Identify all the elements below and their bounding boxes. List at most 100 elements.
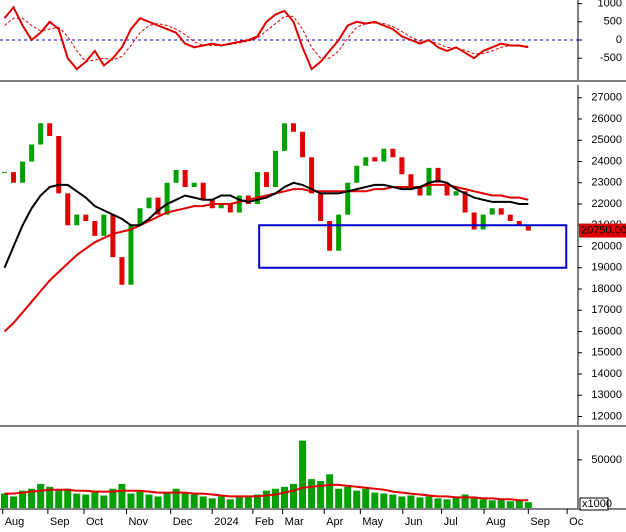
y-tick-label: 0 (616, 34, 622, 46)
x-tick-label: Dec (173, 516, 193, 528)
volume-bar (73, 493, 81, 508)
x-tick-label: Oc (569, 516, 584, 528)
volume-bar (398, 496, 406, 508)
x-tick-label: Sep (530, 516, 550, 528)
volume-bar (299, 440, 307, 508)
volume-bar (515, 500, 523, 508)
candle (516, 221, 522, 226)
candle (83, 214, 89, 221)
x-tick-label: 2024 (214, 516, 238, 528)
candle (254, 172, 260, 204)
volume-bar (55, 490, 63, 508)
candle (110, 214, 116, 258)
candle (20, 161, 26, 183)
volume-bar (37, 483, 45, 508)
volume-bar (479, 499, 487, 508)
candle (137, 208, 143, 226)
volume-bar (199, 496, 207, 508)
x-tick-label: Mar (285, 516, 304, 528)
candle (327, 221, 333, 251)
volume-bar (271, 488, 279, 508)
line (3, 183, 529, 333)
x-tick-label: Aug (486, 516, 506, 528)
candle (300, 131, 306, 158)
y-tick-label: 18000 (591, 283, 622, 295)
volume-bar (371, 492, 379, 508)
candle (38, 123, 44, 145)
volume-bar (344, 486, 352, 508)
y-tick-label: 20000 (591, 240, 622, 252)
volume-bar (136, 490, 144, 508)
volume-bar (208, 498, 216, 508)
candle (453, 191, 459, 196)
candle (291, 123, 297, 132)
y-tick-label: 15000 (591, 347, 622, 359)
y-tick-label: -500 (600, 52, 622, 64)
volume-bar (506, 501, 514, 508)
candle (119, 257, 125, 285)
y-tick-label: 23000 (591, 177, 622, 189)
x-tick-label: Aug (5, 516, 25, 528)
volume-bar (434, 498, 442, 508)
candle (11, 172, 17, 183)
candle (173, 170, 179, 183)
candle (417, 187, 423, 196)
volume-bar (452, 496, 460, 508)
volume-bar (91, 492, 99, 508)
candle (56, 136, 62, 194)
candle (462, 191, 468, 213)
candle (128, 225, 134, 285)
line (4, 483, 529, 502)
candle (218, 204, 224, 209)
candle (408, 174, 414, 187)
last-price-label: 20750.00 (581, 224, 626, 236)
candle (227, 204, 233, 213)
candle (200, 182, 206, 200)
candle (47, 123, 53, 136)
volume-bar (46, 486, 54, 508)
volume-bar (190, 494, 198, 508)
y-tick-label: 13000 (591, 389, 622, 401)
y-tick-label: 26000 (591, 113, 622, 125)
x-tick-label: Nov (128, 516, 148, 528)
unit-box (579, 497, 609, 511)
x-tick-label: Apr (326, 516, 343, 528)
volume-bar (524, 502, 532, 508)
volume-bar (28, 488, 36, 508)
y-tick-label: 16000 (591, 325, 622, 337)
unit-label: x1000 (582, 498, 612, 510)
y-tick-label: 17000 (591, 304, 622, 316)
candle (272, 150, 278, 187)
candle (345, 182, 351, 215)
candle (2, 172, 8, 174)
candle (236, 195, 242, 213)
candle (263, 172, 269, 187)
volume-bar (497, 499, 505, 508)
volume-bar (127, 493, 135, 508)
candle (399, 157, 405, 175)
candle (390, 148, 396, 158)
y-tick-label: 22000 (591, 198, 622, 210)
candle (318, 193, 324, 221)
volume-bar (326, 474, 334, 508)
candle (29, 144, 35, 162)
candle (281, 123, 287, 151)
volume-bar (235, 497, 243, 508)
line (4, 15, 529, 63)
volume-bar (118, 483, 126, 508)
volume-bar (64, 488, 72, 508)
volume-bar (19, 490, 27, 508)
candle (372, 157, 378, 162)
candle (336, 214, 342, 251)
volume-bar (217, 496, 225, 508)
candle (92, 221, 98, 236)
volume-bar (1, 493, 9, 508)
y-tick-label: 50000 (591, 454, 622, 466)
volume-bar (172, 488, 180, 508)
y-tick-label: 1000 (598, 0, 622, 10)
x-tick-label: Jun (405, 516, 423, 528)
volume-bar (443, 499, 451, 508)
candle (498, 208, 504, 215)
volume-bar (317, 481, 325, 508)
